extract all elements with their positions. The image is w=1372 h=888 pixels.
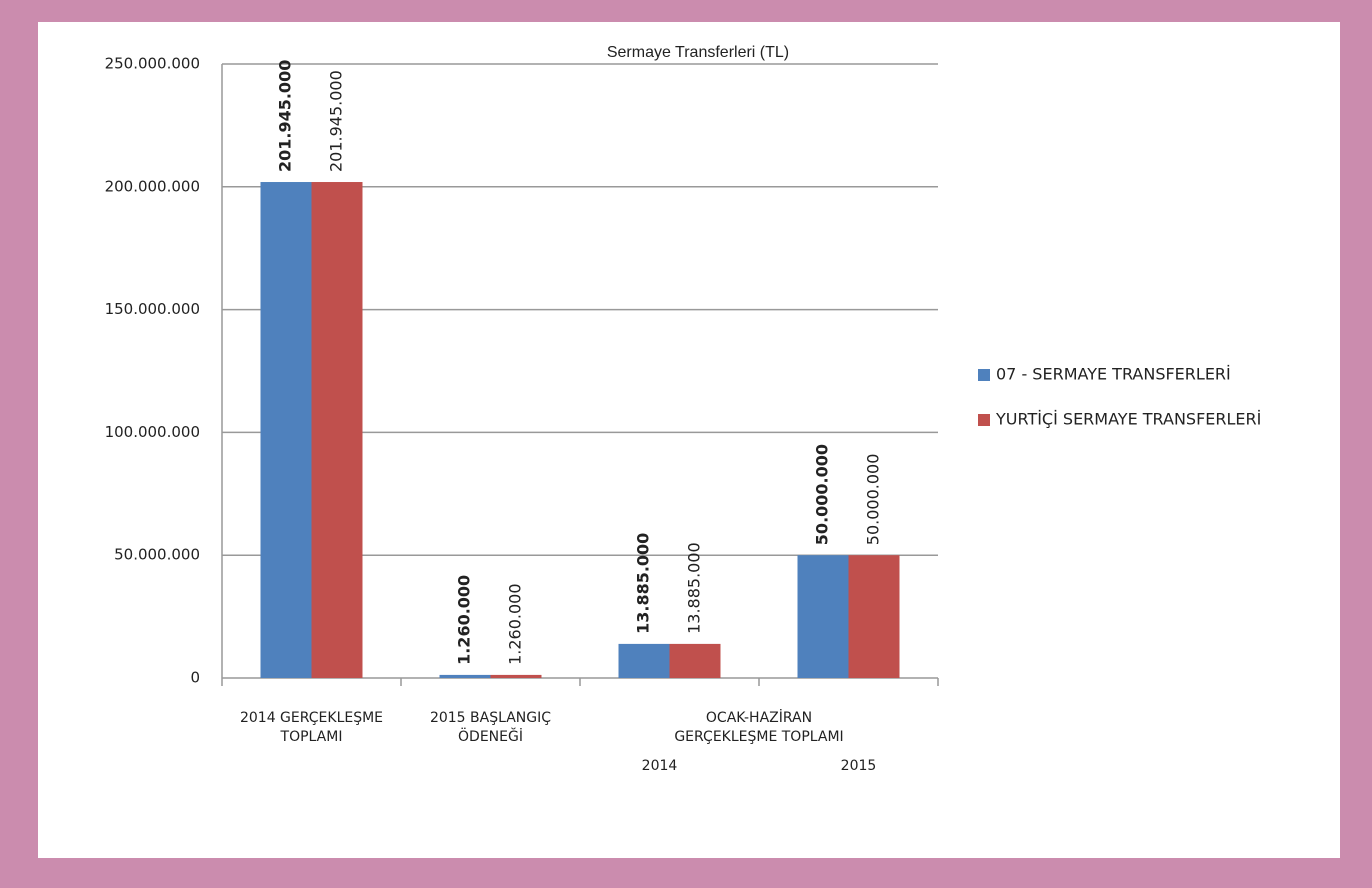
data-label: 201.945.000: [276, 60, 295, 172]
legend-label: YURTİÇİ SERMAYE TRANSFERLERİ: [995, 410, 1261, 429]
legend-swatch: [978, 414, 990, 426]
data-label: 50.000.000: [864, 454, 883, 546]
bar: [669, 643, 721, 678]
y-tick-label: 0: [190, 669, 200, 687]
x-tick-label: 2014: [641, 758, 678, 774]
data-label: 1.260.000: [506, 583, 525, 664]
chart-title: Sermaye Transferleri (TL): [607, 44, 789, 61]
bar: [797, 555, 849, 678]
bar: [311, 182, 363, 679]
y-tick-label: 250.000.000: [105, 55, 200, 73]
bar: [260, 182, 312, 679]
data-label: 13.885.000: [685, 542, 704, 634]
category-group-label: OCAK-HAZİRAN GERÇEKLEŞME TOPLAMI: [674, 710, 844, 745]
x-tick-label: 2015 BAŞLANGIÇ ÖDENEĞİ: [429, 710, 552, 745]
y-tick-label: 150.000.000: [105, 300, 200, 318]
chart-area: [38, 22, 1340, 858]
y-tick-label: 200.000.000: [105, 177, 200, 195]
y-tick-label: 50.000.000: [114, 546, 200, 564]
bar: [618, 643, 670, 678]
legend-swatch: [978, 369, 990, 381]
x-tick-label: 2014 GERÇEKLEŞME TOPLAMI: [239, 710, 384, 745]
data-label: 50.000.000: [813, 444, 832, 545]
data-label: 201.945.000: [327, 70, 346, 172]
data-label: 13.885.000: [634, 533, 653, 634]
data-label: 1.260.000: [455, 575, 474, 665]
bar: [490, 674, 542, 678]
bar: [848, 555, 900, 678]
bar: [439, 674, 491, 678]
legend-label: 07 - SERMAYE TRANSFERLERİ: [996, 365, 1231, 384]
x-tick-label: 2015: [840, 758, 877, 774]
y-tick-label: 100.000.000: [105, 423, 200, 441]
